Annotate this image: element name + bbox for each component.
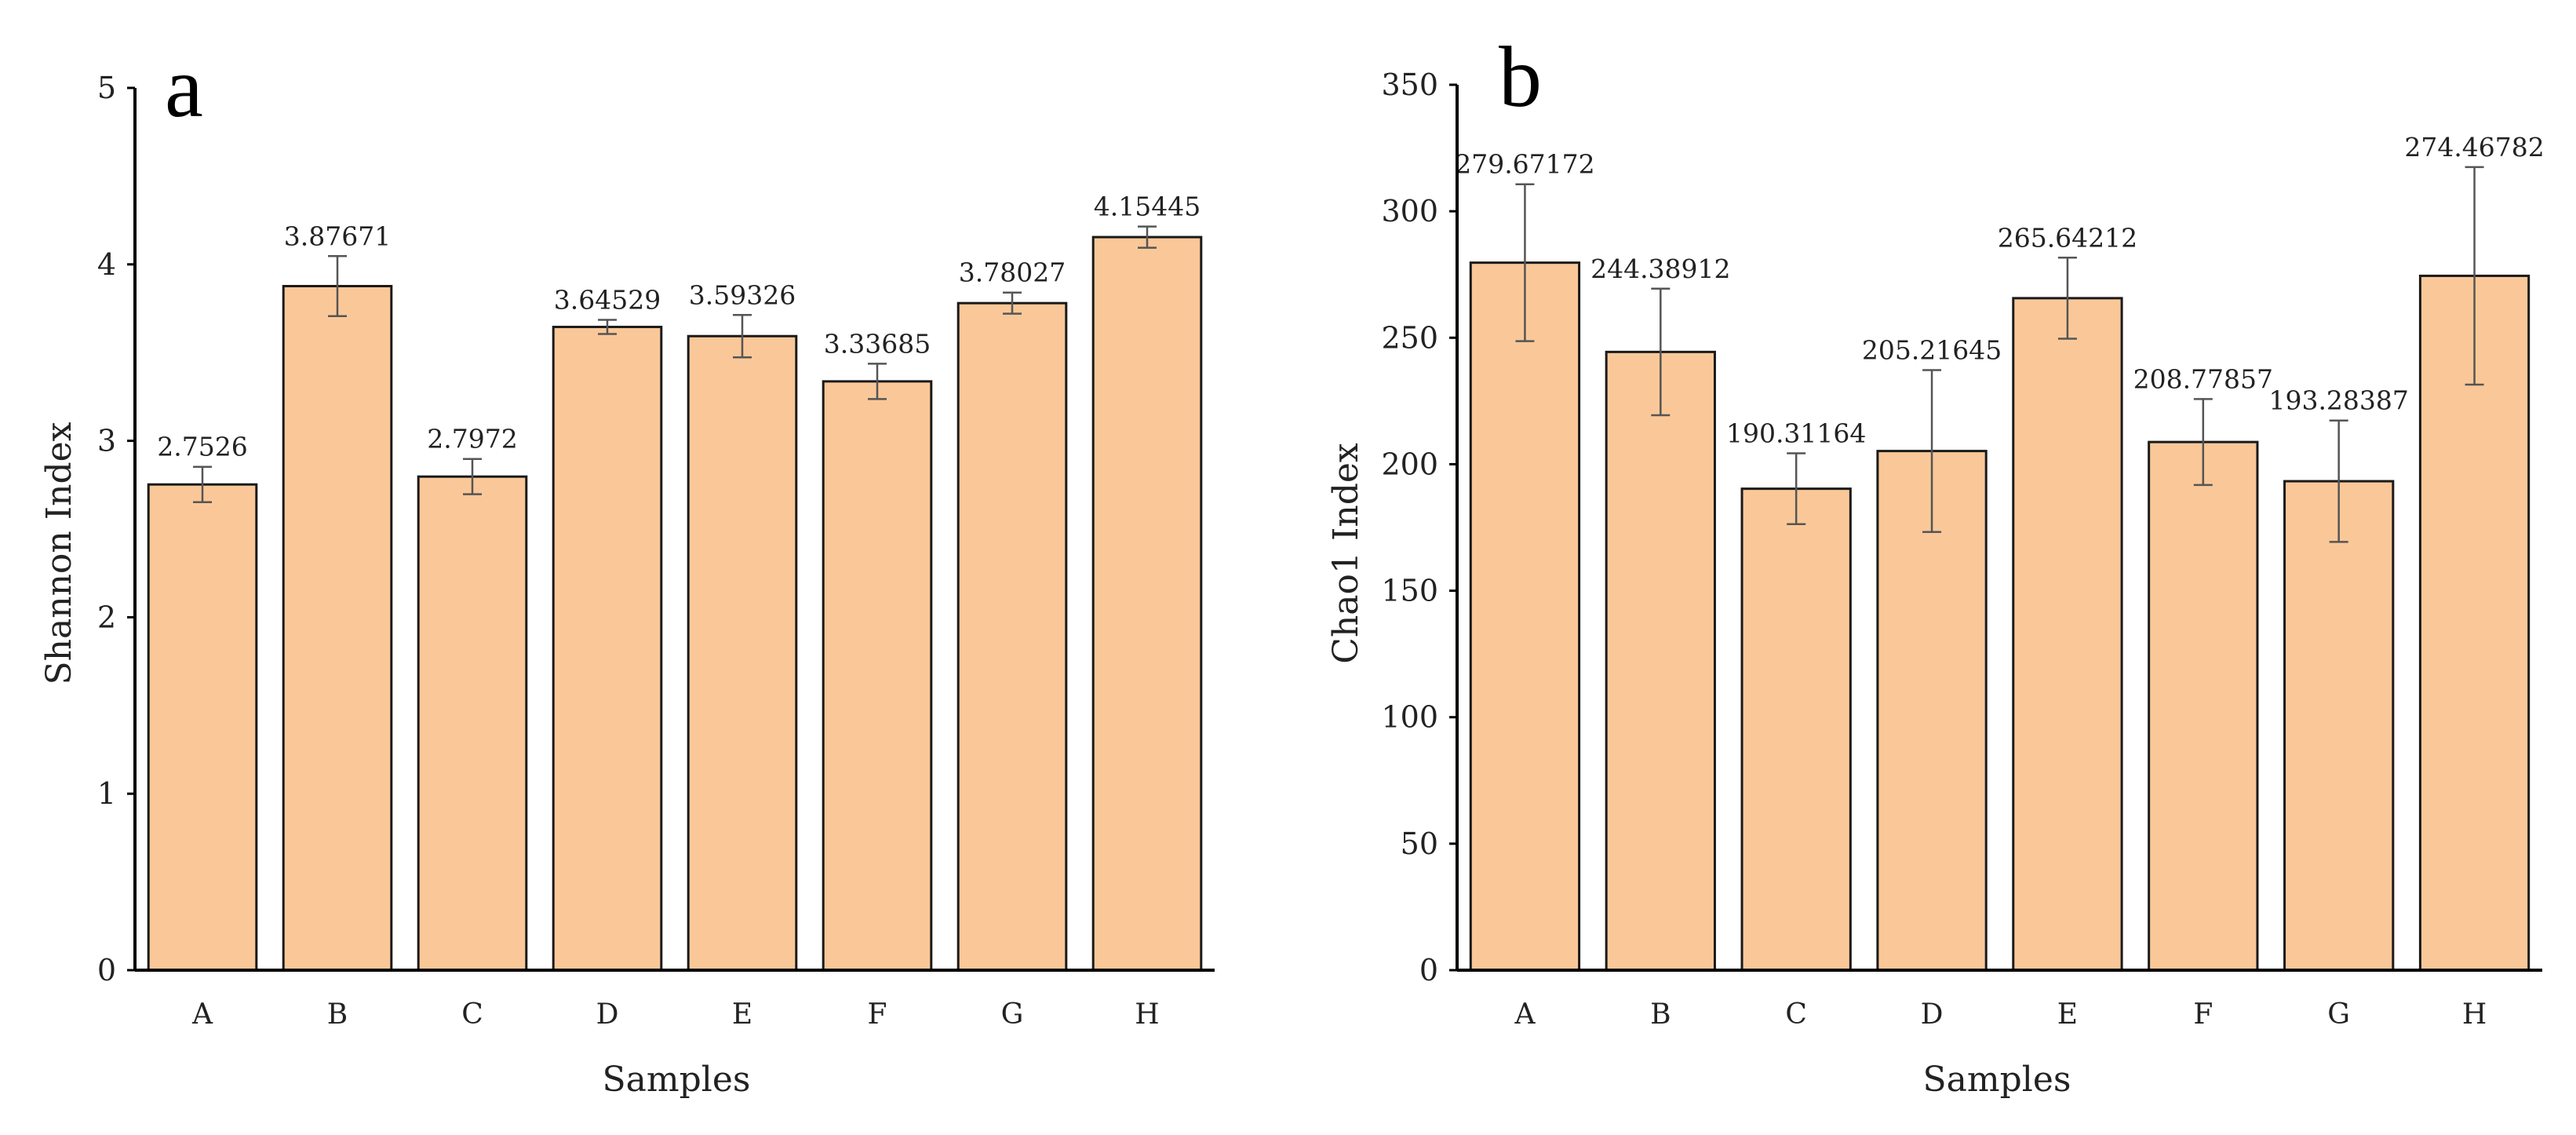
panel-b-value-label-G: 193.28387 <box>2268 385 2408 416</box>
panel-a-error-bar-F <box>868 363 887 400</box>
panel-a-x-tick-label-B: B <box>327 998 348 1031</box>
panel-a-bar-E <box>687 334 798 972</box>
panel-b: b Chao1 Index Samples 279.67172 A 244.3891… <box>1326 29 2545 1100</box>
panel-a-y-tick-label-0: 0 <box>97 953 116 987</box>
panel-a-error-bar-C <box>463 458 482 495</box>
panel-a-x-tick-label-A: A <box>191 998 213 1031</box>
panel-b-y-tick-label-3: 150 <box>1381 574 1438 608</box>
panel-b-error-bar-E <box>2057 257 2077 340</box>
panel-b-bar-E <box>2012 297 2123 972</box>
panel-a-x-tick-label-D: D <box>596 998 619 1031</box>
panel-a-x-tick-label-E: E <box>732 998 752 1031</box>
panel-a-bar-H <box>1091 235 1203 972</box>
panel-b-x-tick-label-D: D <box>1921 998 1944 1031</box>
panel-a-y-tick-label-3: 3 <box>97 424 116 458</box>
panel-a-error-bar-G <box>1003 291 1022 315</box>
panel-a-value-label-C: 2.7972 <box>427 424 517 454</box>
panel-a-bar-D <box>552 326 663 972</box>
panel-a-x-tick-label-G: G <box>1001 998 1024 1031</box>
panel-b-value-label-C: 190.31164 <box>1726 418 1866 449</box>
panel-b-error-bar-C <box>1787 452 1806 526</box>
panel-b-value-label-E: 265.64212 <box>1998 222 2137 253</box>
panel-a-y-axis-title: Shannon Index <box>39 422 79 684</box>
panel-b-value-label-D: 205.21645 <box>1862 334 2002 365</box>
panel-b-x-tick-label-E: E <box>2057 998 2078 1031</box>
panel-b-error-bar-F <box>2193 398 2213 487</box>
panel-b-error-bar-A <box>1515 183 1535 342</box>
panel-a-value-label-F: 3.33685 <box>824 328 931 359</box>
panel-b-bar-H <box>2418 274 2530 972</box>
panel-a-bar-A <box>147 483 258 972</box>
panel-b-x-tick-label-G: G <box>2327 998 2350 1031</box>
panel-a-error-bar-A <box>193 465 212 503</box>
panel-b-x-tick-label-C: C <box>1785 998 1807 1031</box>
panel-a-letter: a <box>165 39 203 135</box>
panel-a-bar-C <box>417 475 528 972</box>
panel-a-value-label-B: 3.87671 <box>284 221 391 251</box>
panel-a-y-tick-label-2: 2 <box>97 600 116 634</box>
panel-a-x-tick-label-H: H <box>1135 998 1159 1031</box>
panel-a-error-bar-D <box>598 319 617 335</box>
panel-b-bar-F <box>2148 440 2259 972</box>
panel-b-y-axis-title: Chao1 Index <box>1326 443 1366 664</box>
panel-b-bar-G <box>2283 480 2395 972</box>
panel-a-x-axis-title: Samples <box>603 1060 751 1100</box>
panel-b-bar-C <box>1740 487 1852 972</box>
panel-b-error-bar-G <box>2329 419 2348 543</box>
panel-b-value-label-A: 279.67172 <box>1455 149 1594 180</box>
panel-b-value-label-H: 274.46782 <box>2404 132 2544 162</box>
panel-b-error-bar-H <box>2465 166 2484 386</box>
panel-b-error-bar-D <box>1922 369 1942 533</box>
panel-a-y-tick-label-4: 4 <box>97 247 116 282</box>
panel-a-bar-B <box>282 285 393 972</box>
panel-a-y-tick-label-5: 5 <box>97 71 116 105</box>
panel-b-value-label-B: 244.38912 <box>1590 254 1730 284</box>
panel-a-error-bar-H <box>1138 225 1157 249</box>
panel-a-value-label-G: 3.78027 <box>959 257 1066 288</box>
panel-b-y-tick-label-0: 0 <box>1419 953 1438 987</box>
panel-b-y-tick-label-6: 300 <box>1381 194 1438 228</box>
panel-b-error-bar-B <box>1651 287 1671 417</box>
panel-a-bar-F <box>822 380 933 972</box>
panel-b-y-tick-label-7: 350 <box>1381 68 1438 102</box>
panel-a-value-label-H: 4.15445 <box>1094 192 1201 222</box>
panel-a-bar-G <box>956 301 1068 972</box>
panel-b-x-tick-label-B: B <box>1650 998 1671 1031</box>
panel-b-x-tick-label-H: H <box>2462 998 2487 1031</box>
panel-b-bar-A <box>1469 261 1581 972</box>
panel-b-value-label-F: 208.77857 <box>2133 363 2273 394</box>
panel-b-x-tick-label-F: F <box>2193 998 2213 1031</box>
panel-b-x-tick-label-A: A <box>1514 998 1536 1031</box>
panel-a-value-label-D: 3.64529 <box>554 285 661 316</box>
panel-a: a Shannon Index Samples 2.7526 A 3.87671 B 2… <box>39 39 1215 1100</box>
panel-a-y-tick-label-1: 1 <box>97 776 116 811</box>
panel-b-bar-B <box>1605 350 1716 972</box>
panel-b-y-tick-label-4: 200 <box>1381 447 1438 481</box>
panel-b-y-tick-label-1: 50 <box>1401 827 1438 861</box>
panel-b-y-tick-label-5: 250 <box>1381 320 1438 355</box>
panel-a-error-bar-E <box>733 314 752 359</box>
panel-b-x-axis-title: Samples <box>1923 1060 2071 1100</box>
panel-a-x-tick-label-F: F <box>868 998 887 1031</box>
panel-a-error-bar-B <box>328 255 347 317</box>
panel-a-value-label-E: 3.59326 <box>689 279 796 310</box>
panel-a-x-tick-label-C: C <box>461 998 483 1031</box>
panel-b-letter: b <box>1499 29 1542 125</box>
panel-b-y-tick-label-2: 100 <box>1381 700 1438 735</box>
panel-a-value-label-A: 2.7526 <box>157 432 247 462</box>
